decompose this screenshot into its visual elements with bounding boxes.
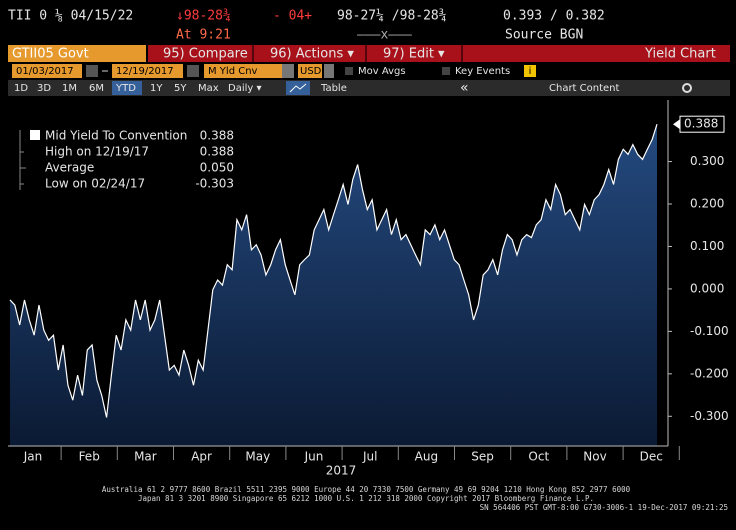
checkbox[interactable] [442, 67, 450, 75]
y-tick-label: 0.100 [690, 239, 724, 253]
footer-line: Australia 61 2 9777 8600 Brazil 5511 239… [102, 485, 631, 494]
footer-line: SN 564406 PST GMT-8:00 G730-3006-1 19-De… [480, 503, 728, 512]
currency[interactable]: USD [300, 66, 322, 77]
legend: Mid Yield To Convention 0.388 High on 12… [14, 125, 240, 195]
change: - 04+ [273, 9, 312, 24]
volume: ———x——— [357, 28, 412, 43]
last-value-pointer [673, 119, 680, 130]
last-value-label: 0.388 [684, 117, 718, 131]
x-tick-label: Nov [583, 450, 606, 464]
function-name: Yield Chart [644, 47, 716, 62]
ticker-box [8, 45, 146, 62]
currency-box[interactable] [298, 64, 322, 78]
chart-content[interactable]: Chart Content [549, 83, 620, 94]
legend-label: High on 12/19/17 [45, 145, 149, 159]
x-tick-label: Mar [134, 450, 157, 464]
option[interactable]: Key Events [455, 66, 510, 77]
menu-actions[interactable]: 96) Actions ▾ [270, 47, 354, 62]
menu-edit[interactable]: 97) Edit ▾ [383, 47, 445, 62]
chart-icon-glyph [289, 83, 307, 93]
x-tick-label: Feb [79, 450, 100, 464]
legend-value: -0.303 [195, 177, 234, 191]
y-tick-label: -0.200 [690, 366, 729, 380]
x-tick-label: Jun [304, 450, 324, 464]
legend-tree [19, 130, 26, 190]
start-date[interactable]: 01/03/2017 [16, 66, 74, 77]
y-tick-label: -0.300 [690, 409, 729, 423]
legend-label: Low on 02/24/17 [45, 177, 145, 191]
plot: 0.300 0.200 0.100 0.000 -0.100 -0.200 -0.300 0.… [8, 100, 729, 478]
start-date-box[interactable] [12, 64, 82, 78]
x-tick-label: Dec [640, 450, 663, 464]
y-tick-label: 0.200 [690, 197, 724, 211]
settings-icon[interactable] [682, 83, 692, 93]
footer-line: Japan 81 3 3201 8900 Singapore 65 6212 1… [138, 494, 594, 503]
field[interactable]: M Yld Cnv [208, 66, 258, 77]
legend-label: Mid Yield To Convention [45, 129, 187, 143]
legend-box [14, 125, 240, 195]
legend-value: 0.050 [200, 161, 234, 175]
last-price: ↓98-28¾ [176, 9, 231, 24]
ticker[interactable]: GTII05 Govt [12, 47, 89, 62]
menu-compare[interactable]: 95) Compare [163, 47, 248, 62]
table[interactable]: Table [320, 83, 347, 94]
option[interactable]: Mov Avgs [358, 66, 406, 77]
info-box[interactable] [524, 65, 536, 77]
range-active[interactable] [112, 81, 142, 95]
yields: 0.393 / 0.382 [503, 9, 605, 24]
x-tick-label: Jan [23, 450, 43, 464]
line [9, 124, 658, 418]
collapse[interactable]: « [460, 80, 469, 96]
range-button[interactable]: Max [198, 83, 219, 94]
legend-value: 0.388 [200, 145, 234, 159]
time: At 9:21 [176, 28, 231, 43]
legend-swatch [30, 130, 40, 140]
x-tick-label: Oct [528, 450, 549, 464]
area [10, 124, 657, 446]
x-tick-label: Jul [362, 450, 377, 464]
range-button[interactable]: 3D [37, 83, 51, 94]
range-button[interactable]: YTD [115, 83, 136, 94]
bid-ask: 98-27¼ /98-28¾ [337, 9, 447, 24]
source: Source BGN [505, 28, 583, 43]
x-tick-label: Sep [471, 450, 494, 464]
y-tick-label: -0.100 [690, 324, 729, 338]
range-button[interactable]: 1M [62, 83, 77, 94]
security: TII 0 ⅛ 04/15/22 [8, 9, 133, 24]
x-axis-title: 2017 [326, 464, 357, 478]
dropdown[interactable] [282, 64, 294, 78]
x-tick-label: Aug [415, 450, 438, 464]
calendar-icon[interactable] [86, 65, 98, 77]
end-date-box[interactable] [112, 64, 183, 78]
info[interactable]: i [529, 66, 532, 77]
menu-bar [148, 45, 730, 62]
range-button[interactable]: 1D [14, 83, 28, 94]
checkbox[interactable] [345, 67, 353, 75]
range-buttons: 1D 3D 1M 6M YTD 1Y 5Y Max [14, 81, 219, 95]
range-button[interactable]: 5Y [174, 83, 187, 94]
calendar-icon[interactable] [187, 65, 199, 77]
x-tick-label: May [245, 450, 270, 464]
end-date[interactable]: 12/19/2017 [116, 66, 174, 77]
legend-label: Average [45, 161, 94, 175]
y-tick-label: 0.000 [690, 281, 724, 295]
y-tick-label: 0.300 [690, 154, 724, 168]
frequency[interactable]: Daily ▾ [228, 83, 262, 94]
range-button[interactable]: 6M [89, 83, 104, 94]
range-bar [8, 80, 730, 96]
range-button[interactable]: 1Y [150, 83, 163, 94]
legend-value: 0.388 [200, 129, 234, 143]
field-box[interactable] [204, 64, 282, 78]
x-tick-label: Apr [191, 450, 212, 464]
dropdown[interactable] [324, 64, 334, 78]
